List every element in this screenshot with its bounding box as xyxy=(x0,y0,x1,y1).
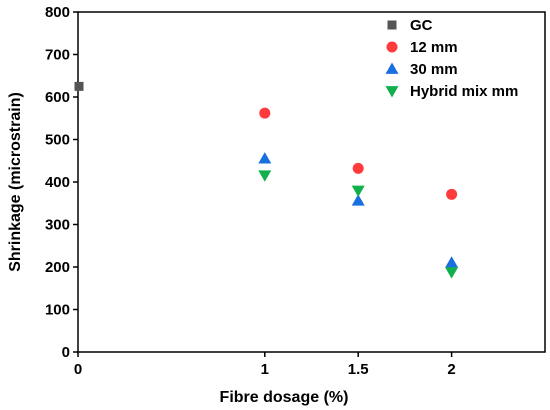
y-tick-label: 100 xyxy=(45,302,70,319)
y-tick-label: 600 xyxy=(45,89,70,106)
legend-marker xyxy=(387,20,397,30)
data-points xyxy=(74,81,459,279)
x-axis-ticks: 0 1 1.5 2 xyxy=(74,352,456,378)
legend-label: 12 mm xyxy=(410,39,458,56)
data-point xyxy=(351,194,365,206)
data-point xyxy=(351,185,365,197)
x-tick-label: 0 xyxy=(74,361,82,378)
legend-label: 30 mm xyxy=(410,61,458,78)
data-point xyxy=(446,188,458,200)
y-tick-label: 400 xyxy=(45,174,70,191)
data-point xyxy=(445,256,459,268)
x-tick-label: 2 xyxy=(447,361,455,378)
plot-frame xyxy=(77,11,546,353)
legend-marker xyxy=(386,41,398,53)
data-point xyxy=(445,267,459,279)
data-point xyxy=(352,162,364,174)
data-point xyxy=(258,170,272,182)
y-tick-label: 0 xyxy=(62,344,70,361)
x-axis-title: Fibre dosage (%) xyxy=(220,389,349,406)
y-tick-label: 800 xyxy=(45,4,70,21)
y-tick-label: 200 xyxy=(45,259,70,276)
y-tick-label: 500 xyxy=(45,132,70,149)
y-tick-label: 300 xyxy=(45,217,70,234)
data-point xyxy=(74,81,84,91)
legend-label: GC xyxy=(410,17,433,34)
data-point xyxy=(259,107,271,119)
x-tick-label: 1 xyxy=(261,361,269,378)
y-axis-title: Shrinkage (microstrain) xyxy=(7,92,24,272)
y-axis-ticks: 0 100 200 300 400 500 600 700 800 xyxy=(45,4,78,361)
y-tick-label: 700 xyxy=(45,47,70,64)
x-tick-label: 1.5 xyxy=(348,361,369,378)
legend: GC 12 mm 30 mm Hybrid mix mm xyxy=(385,17,518,100)
legend-marker xyxy=(385,86,399,98)
legend-marker xyxy=(385,62,399,74)
legend-label: Hybrid mix mm xyxy=(410,83,518,100)
data-point xyxy=(258,152,272,164)
